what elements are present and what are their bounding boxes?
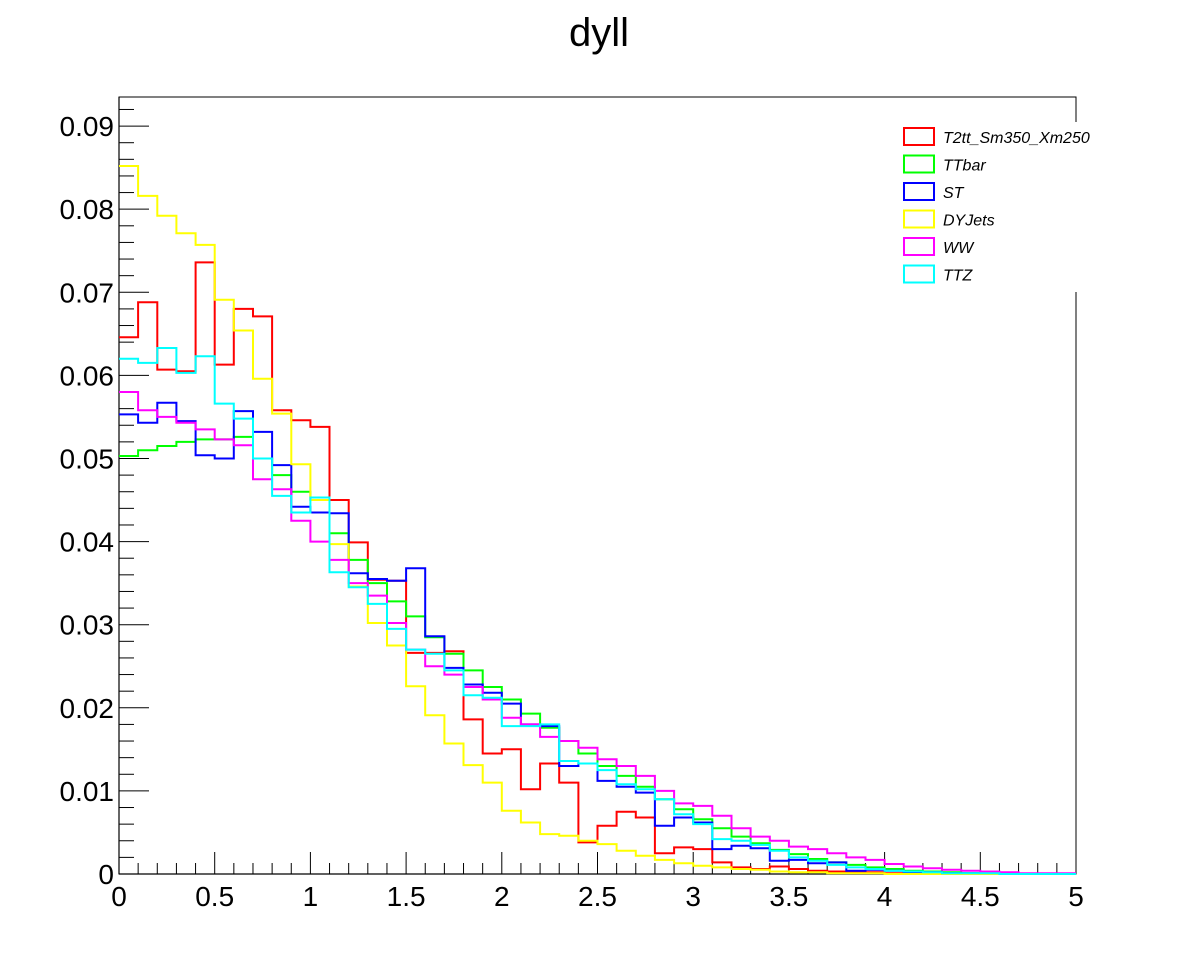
legend-swatch [903,237,935,256]
y-tick-label: 0.05 [60,443,115,474]
tick-labels: 0 0.5 1 1.5 2 2.5 3 3.5 4 4.5 5 0 0.01 0.02 0.03 0.04 0.… [60,111,1084,912]
legend-background [896,122,1110,292]
legend-label: ST [943,185,965,202]
legend-swatch [903,127,935,146]
legend: T2tt_Sm350_Xm250 TTbar ST DYJets WW TTZ [896,122,1110,292]
legend-swatch [903,182,935,201]
x-tick-label: 1.5 [387,881,426,912]
y-tick-label: 0.04 [60,527,115,558]
series-group [119,165,1076,875]
y-tick-label: 0.02 [60,693,115,724]
y-tick-label: 0 [98,859,114,890]
series-line [119,401,1076,875]
legend-swatch [903,209,935,229]
series-line [119,391,1076,875]
x-tick-label: 2.5 [578,881,617,912]
series-line [119,165,1076,875]
x-tick-label: 4.5 [961,881,1000,912]
y-tick-label: 0.07 [60,277,115,308]
y-tick-label: 0.08 [60,194,115,225]
legend-swatch [903,154,935,174]
series-line [119,435,1076,875]
legend-label: T2tt_Sm350_Xm250 [943,130,1090,147]
y-tick-label: 0.06 [60,360,115,391]
series-line [119,347,1076,875]
y-tick-label: 0.09 [60,111,115,142]
x-tick-label: 3 [685,881,701,912]
x-tick-label: 0 [111,881,127,912]
chart-title: dyll [569,11,629,55]
legend-entries: T2tt_Sm350_Xm250 TTbar ST DYJets WW TTZ [903,127,1090,285]
x-tick-label: 4 [877,881,893,912]
y-tick-label: 0.03 [60,610,115,641]
legend-label: TTZ [943,268,974,285]
x-tick-label: 0.5 [195,881,234,912]
x-tick-label: 5 [1068,881,1084,912]
x-tick-label: 1 [303,881,319,912]
legend-label: DYJets [943,213,995,230]
legend-label: TTbar [943,158,986,175]
x-tick-label: 3.5 [769,881,808,912]
y-tick-label: 0.01 [60,776,115,807]
legend-swatch [903,264,935,284]
series-line [119,261,1076,875]
legend-label: WW [943,240,975,257]
x-tick-label: 2 [494,881,510,912]
